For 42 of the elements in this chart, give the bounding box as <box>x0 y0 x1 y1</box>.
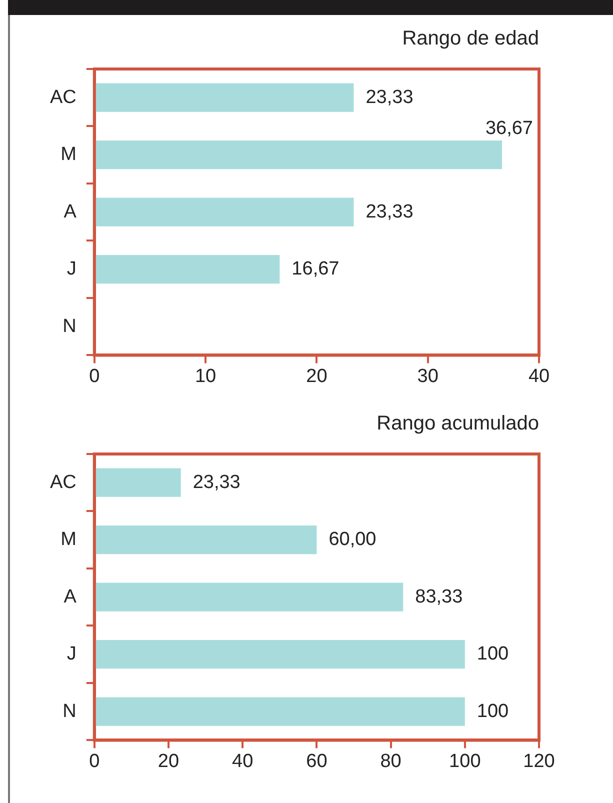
x-tick-label: 40 <box>232 750 254 772</box>
y-tick-label: AC <box>50 86 76 108</box>
y-tick-label: M <box>60 529 76 550</box>
data-label: 60,00 <box>328 529 376 550</box>
bar <box>95 83 354 112</box>
bar <box>95 255 280 284</box>
y-tick-label: A <box>64 201 77 222</box>
data-label: 83,33 <box>415 586 463 608</box>
x-tick-label: 0 <box>89 750 100 772</box>
y-tick-label: M <box>60 144 76 166</box>
y-tick-label: J <box>66 644 76 665</box>
bar <box>95 526 317 554</box>
data-label: 23,33 <box>192 472 240 493</box>
chart-title: Rango de edad <box>402 28 539 50</box>
x-tick-label: 20 <box>306 366 328 387</box>
x-tick-label: 10 <box>194 366 216 387</box>
x-tick-label: 0 <box>89 366 100 387</box>
y-tick-label: N <box>62 316 76 337</box>
y-tick-label: N <box>62 700 76 722</box>
x-tick-label: 30 <box>417 366 438 387</box>
x-tick-label: 20 <box>158 750 180 772</box>
data-label: 23,33 <box>366 201 414 222</box>
x-tick-label: 40 <box>528 366 550 387</box>
x-tick-label: 100 <box>449 750 481 772</box>
x-tick-label: 60 <box>306 750 328 772</box>
y-tick-label: J <box>66 258 76 280</box>
data-label: 100 <box>476 700 509 722</box>
bar <box>95 640 465 669</box>
data-label: 100 <box>476 644 509 665</box>
chart-title: Rango acumulado <box>376 412 539 435</box>
bar <box>95 468 181 497</box>
data-label: 36,67 <box>485 118 533 140</box>
x-tick-label: 80 <box>380 750 402 772</box>
bar <box>95 697 465 726</box>
y-tick-label: A <box>64 586 77 608</box>
data-label: 23,33 <box>366 86 414 108</box>
bar <box>95 140 502 170</box>
data-label: 16,67 <box>292 258 340 280</box>
y-tick-label: AC <box>50 472 76 493</box>
bar <box>95 582 404 612</box>
bar <box>95 198 354 226</box>
x-tick-label: 120 <box>523 750 555 772</box>
